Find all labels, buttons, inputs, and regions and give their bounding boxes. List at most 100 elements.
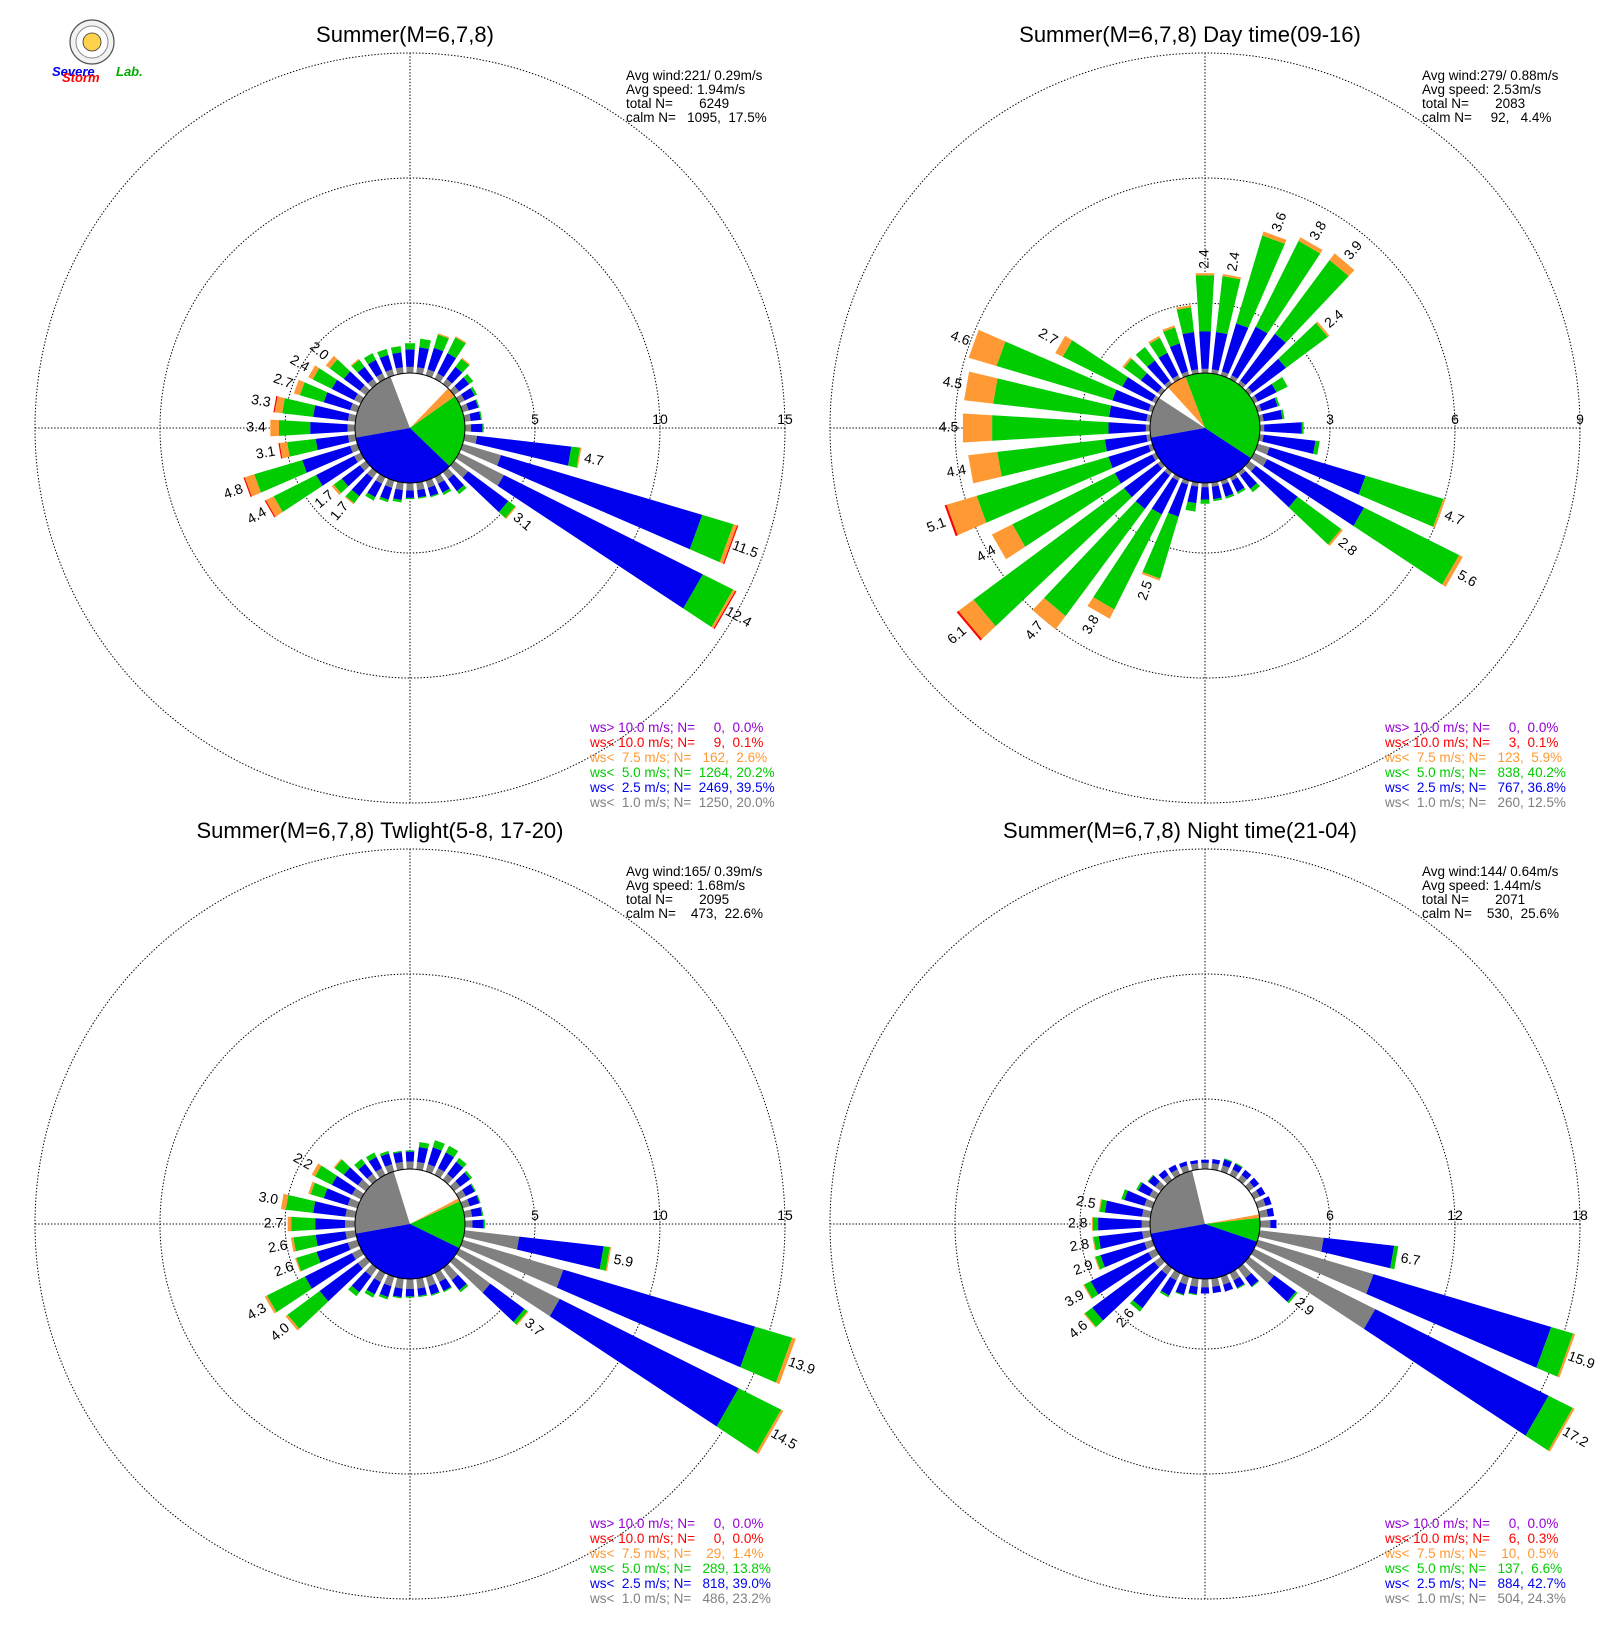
rose-bar-segment (944, 504, 958, 537)
rose-bar-segment (406, 1161, 414, 1170)
rose-bar-segment (1092, 1236, 1096, 1251)
rose-bar-segment (1170, 1269, 1181, 1281)
calm-circle (354, 372, 466, 484)
rose-bar-segment (319, 1262, 363, 1302)
rose-bar-segment (455, 452, 504, 486)
rose-bar-segment (497, 455, 703, 550)
rose-bar-segment (347, 434, 357, 443)
rose-bar-segment (405, 1296, 415, 1298)
rose-bar-segment (406, 482, 414, 491)
calm-pie-slice (355, 1224, 460, 1280)
rose-bar-segment (723, 525, 739, 565)
rose-bar-segment (315, 1218, 346, 1230)
rose-panel-2: Summer(M=6,7,8) Day time(09-16) Avg wind… (829, 22, 1584, 810)
rose-bar-segment (379, 1150, 389, 1157)
rose-bar-segment (394, 1277, 404, 1289)
rose-bar-segment (1244, 1256, 1275, 1284)
rose-bar-segment (395, 367, 404, 375)
rose-bar-segment (380, 1153, 393, 1167)
rose-bar-segment (1108, 422, 1146, 434)
rose-bar-segment (365, 1263, 378, 1277)
sector-label: 2.8 (1068, 1235, 1090, 1254)
rose-bar-segment (367, 480, 383, 498)
legend-ws-lt-10: ws< 10.0 m/s; N= 6, 0.3% (1384, 1531, 1558, 1546)
rose-bar-segment (1313, 440, 1320, 455)
rose-bar-segment (1159, 1290, 1170, 1298)
rose-bar-segment (1188, 1292, 1197, 1296)
rose-bar-segment (992, 415, 1109, 441)
stat-avg-wind: Avg wind:144/ 0.64m/s (1422, 864, 1559, 879)
rose-bar-segment (448, 474, 465, 492)
sector-label: 11.5 (730, 537, 760, 561)
stat-total-n: total N= 2083 (1422, 96, 1525, 111)
rose-bar-segment (516, 1311, 529, 1326)
rose-bar-segment (1263, 459, 1365, 526)
legend: ws> 10.0 m/s; N= 0, 0.0% ws< 10.0 m/s; N… (589, 1516, 771, 1606)
rose-bar-segment (1092, 1261, 1159, 1321)
rose-bar-segment (1136, 1181, 1143, 1191)
rose-bar-segment (1262, 434, 1316, 454)
rose-bar-segment (1353, 507, 1460, 585)
stat-total-n: total N= 6249 (626, 96, 729, 111)
rose-bar-segment (430, 493, 439, 498)
rose-bar-segment (447, 1161, 464, 1179)
rose-bar-segment (405, 1151, 415, 1162)
rose-bar-segment (775, 1337, 796, 1385)
rose-bar-segment (1187, 485, 1199, 504)
rose-bar-segment (1180, 1165, 1190, 1174)
rose-bar-segment (418, 496, 427, 499)
rose-bar-segment (350, 443, 360, 453)
legend-ws-lt-7-5: ws< 7.5 m/s; N= 123, 5.9% (1384, 750, 1562, 765)
legend-ws-lt-2-5: ws< 2.5 m/s; N= 884, 42.7% (1384, 1576, 1566, 1591)
rose-bar-segment (380, 485, 393, 500)
rose-bar-segment (460, 443, 502, 466)
rose-bar-segment (1200, 1287, 1210, 1294)
stat-avg-speed: Avg speed: 1.94m/s (626, 82, 745, 97)
rose-bar-segment (1390, 1245, 1399, 1270)
rose-bar-segment (285, 1195, 316, 1213)
rose-bar-segment (482, 1283, 525, 1322)
legend-ws-gt-10: ws> 10.0 m/s; N= 0, 0.0% (1384, 1516, 1558, 1531)
legend-ws-lt-1: ws< 1.0 m/s; N= 504, 24.3% (1384, 1591, 1566, 1606)
rose-bar-segment (365, 492, 376, 501)
rose-bar-segment (1229, 1269, 1240, 1281)
rose-bar-segment (1329, 253, 1355, 277)
rose-bar-segment (378, 1294, 389, 1300)
rose-bar-segment (1098, 1217, 1142, 1231)
rose-bar-segment (1098, 1199, 1102, 1212)
rose-bar-segment (576, 447, 582, 469)
stat-total-n: total N= 2095 (626, 892, 729, 907)
sector-label: 4.4 (945, 461, 967, 480)
rose-bar-segment (1160, 1276, 1177, 1296)
rose-bar-segment (1129, 1300, 1143, 1312)
rose-bar-segment (427, 347, 444, 372)
rose-bar-segment (1237, 380, 1246, 389)
rose-bar-segment (350, 358, 360, 367)
rose-bar-segment (997, 439, 1107, 477)
rose-bar-segment (347, 1239, 360, 1250)
rose-bar-segment (1259, 424, 1265, 432)
sector-label: 5.1 (924, 514, 948, 536)
rose-bar-segment (345, 1230, 357, 1240)
rose-bar-segment (1250, 1248, 1376, 1329)
calm-pie-slice (1185, 373, 1260, 459)
rose-bar-segment (265, 496, 283, 517)
sector-label: 2.2 (291, 1149, 316, 1173)
rose-bar-segment (1229, 473, 1238, 481)
sector-label: 4.7 (1442, 507, 1466, 529)
rose-bar-segment (449, 1256, 491, 1293)
legend-ws-lt-10: ws< 10.0 m/s; N= 3, 0.1% (1384, 735, 1558, 750)
rose-bar-segment (462, 471, 509, 513)
rose-bar-segment (392, 352, 403, 369)
rose-bar-segment (1280, 409, 1285, 420)
rose-bar-segment (1288, 496, 1342, 545)
rose-bar-segment (264, 1295, 277, 1314)
rose-bar-segment (1164, 380, 1173, 389)
rose-bar-segment (1235, 1162, 1243, 1168)
rose-bar-segment (425, 369, 435, 378)
sector-label: 4.5 (939, 419, 959, 435)
rose-bar-segment (716, 1388, 782, 1453)
rose-bar-segment (354, 1158, 366, 1170)
rose-bar-segment (1278, 322, 1328, 368)
rose-bar-segment (719, 524, 738, 564)
